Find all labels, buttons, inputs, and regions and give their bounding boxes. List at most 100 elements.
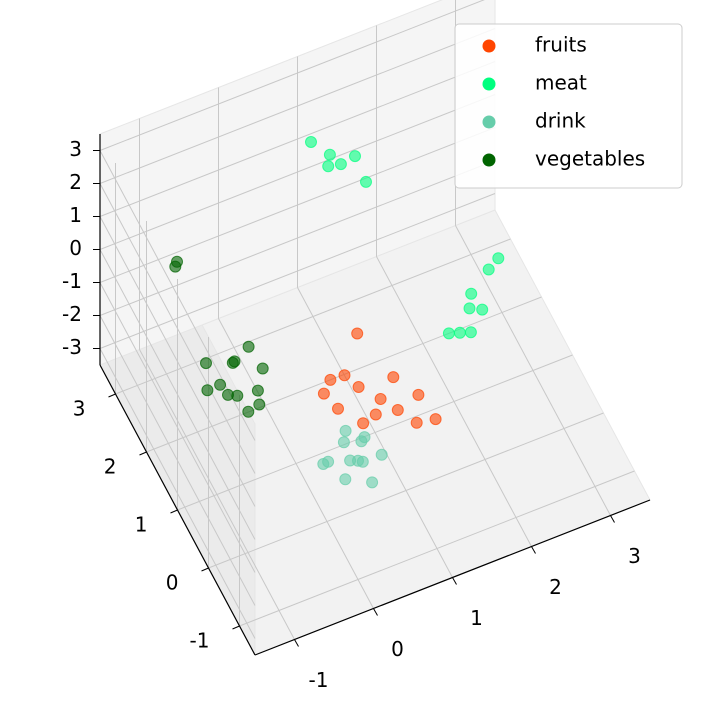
z-tick-label: 2 [69, 170, 82, 194]
grid-line [99, 61, 496, 217]
x-tick-label: 0 [391, 637, 404, 661]
point [214, 378, 227, 391]
grid-line [99, 160, 496, 316]
grid-line [99, 28, 496, 184]
point [355, 435, 368, 448]
x-tick-label: 1 [470, 606, 483, 630]
point [324, 373, 337, 386]
y-tick-label: 3 [73, 397, 86, 421]
z-tick-label: -1 [62, 269, 82, 293]
grid-line [99, 127, 496, 283]
x-tick [452, 577, 457, 585]
grid-line [99, 315, 256, 606]
point [492, 252, 505, 265]
legend-marker [482, 153, 496, 167]
point [201, 384, 214, 397]
point [465, 287, 478, 300]
point [317, 458, 330, 470]
grid-line [99, 249, 256, 540]
point [251, 384, 264, 397]
point [242, 405, 255, 418]
x-tick [294, 639, 299, 647]
y-tick [139, 451, 147, 456]
x-tick-label: 3 [628, 544, 641, 568]
point [351, 327, 364, 340]
z-tick-label: 1 [69, 203, 82, 227]
grid-line [99, 216, 256, 507]
point [453, 326, 466, 339]
point [171, 255, 183, 268]
point [412, 388, 425, 401]
point [463, 302, 476, 315]
y-tick-label: -1 [190, 629, 210, 653]
grid-line [99, 348, 256, 639]
point [357, 417, 370, 430]
point [228, 355, 241, 368]
grid-line [99, 282, 256, 573]
y-tick-label: 0 [166, 571, 179, 595]
grid-line [239, 470, 635, 627]
point [410, 416, 423, 429]
point [352, 454, 364, 467]
y-tick [108, 393, 116, 398]
point [323, 148, 336, 161]
point [375, 448, 388, 461]
point [366, 476, 379, 489]
x-tick-label: -1 [309, 668, 329, 692]
grid-line [99, 193, 496, 349]
point [476, 303, 489, 316]
point [322, 160, 335, 173]
x-tick-label: 2 [549, 575, 562, 599]
x-tick [531, 546, 536, 554]
point [464, 326, 477, 339]
point [387, 371, 400, 384]
legend-label: meat [535, 71, 587, 95]
legend-marker [482, 77, 496, 91]
y-tick [170, 509, 178, 514]
z-tick-label: 0 [69, 236, 82, 260]
point [482, 263, 495, 276]
point [339, 424, 352, 437]
grid-line [208, 412, 604, 569]
point [391, 404, 404, 416]
point [200, 357, 212, 370]
legend-label: fruits [535, 33, 587, 57]
point [317, 387, 330, 400]
grid-line [99, 0, 485, 151]
point [222, 388, 234, 401]
point [253, 398, 266, 411]
legend-marker [482, 115, 496, 129]
point [442, 327, 455, 340]
legend-label: drink [535, 109, 586, 133]
point [256, 362, 269, 375]
point [349, 150, 361, 163]
y-tick-label: 1 [135, 513, 148, 537]
x-tick [610, 515, 615, 523]
grid-line [99, 183, 256, 474]
legend: fruits meat drink vegetables [454, 23, 683, 189]
point [352, 381, 365, 393]
point [337, 436, 350, 449]
point [339, 473, 352, 486]
y-tick [201, 567, 209, 572]
grid-line [99, 94, 496, 250]
z-tick-label: -3 [62, 335, 82, 359]
legend-box [454, 23, 683, 189]
point [338, 369, 351, 382]
point [332, 402, 344, 415]
z-tick-label: 3 [69, 137, 82, 161]
z-tick-label: -2 [62, 302, 82, 326]
point [369, 408, 382, 421]
y-tick-label: 2 [104, 455, 117, 479]
point [360, 175, 372, 188]
legend-marker [482, 39, 496, 53]
x-tick [373, 608, 378, 616]
point [374, 393, 387, 405]
point [242, 340, 255, 353]
point [305, 136, 317, 148]
point [429, 413, 442, 426]
y-tick [232, 625, 240, 630]
legend-label: vegetables [535, 147, 645, 171]
point [334, 158, 347, 171]
